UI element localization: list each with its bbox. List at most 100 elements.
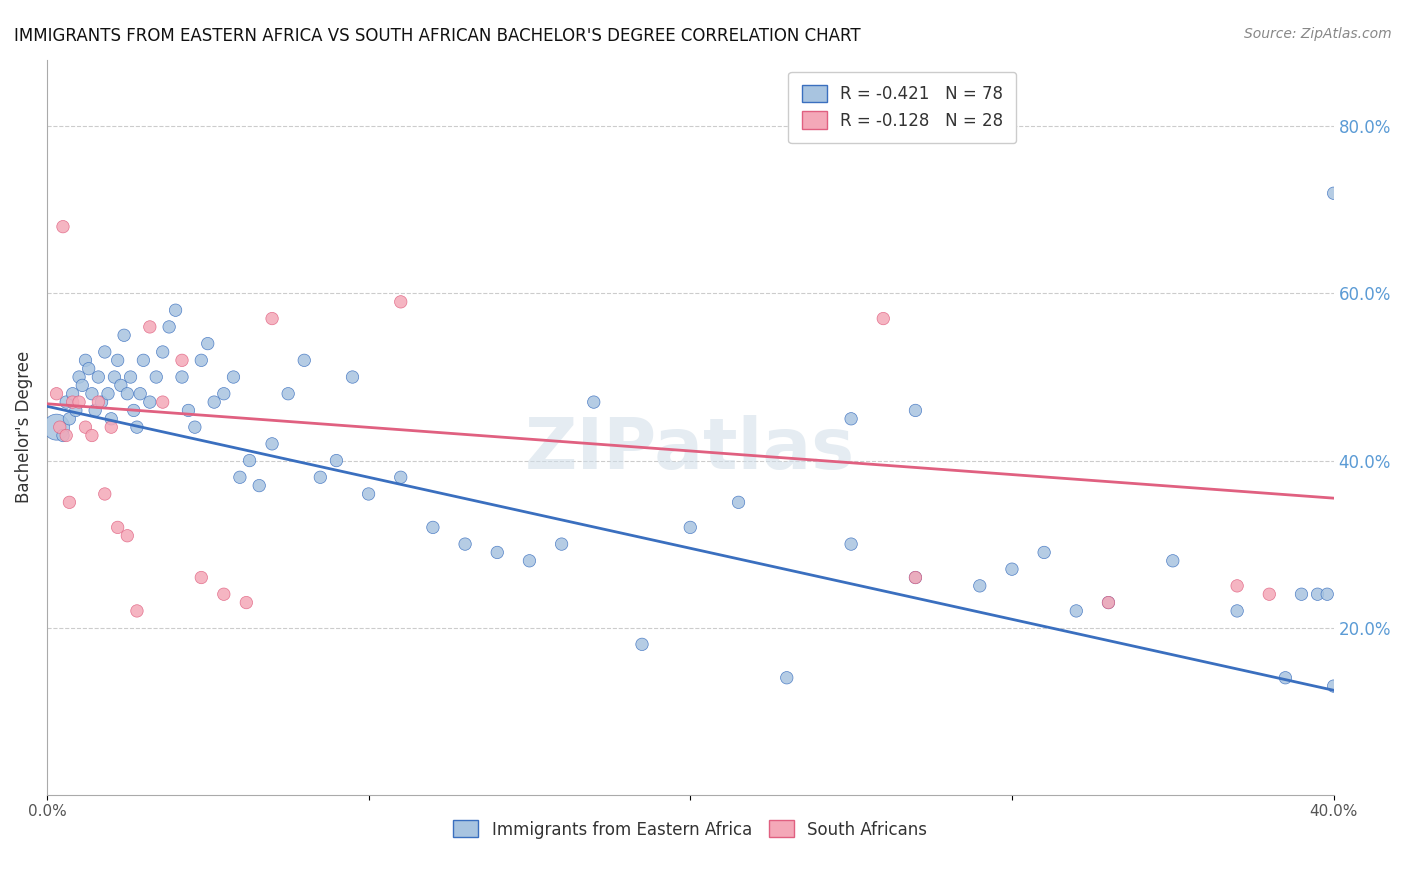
Point bbox=[277, 386, 299, 401]
Point bbox=[129, 386, 152, 401]
Point bbox=[1161, 554, 1184, 568]
Point bbox=[67, 370, 90, 384]
Point bbox=[486, 545, 509, 559]
Text: Source: ZipAtlas.com: Source: ZipAtlas.com bbox=[1244, 27, 1392, 41]
Point bbox=[45, 386, 67, 401]
Point bbox=[197, 336, 219, 351]
Point bbox=[292, 353, 315, 368]
Point bbox=[94, 487, 117, 501]
Point bbox=[103, 370, 125, 384]
Point bbox=[94, 345, 117, 359]
Point bbox=[58, 412, 80, 426]
Point bbox=[357, 487, 380, 501]
Point bbox=[170, 370, 193, 384]
Point bbox=[1033, 545, 1056, 559]
Point bbox=[84, 403, 107, 417]
Point bbox=[389, 470, 412, 484]
Point bbox=[631, 637, 654, 651]
Point bbox=[969, 579, 991, 593]
Point bbox=[190, 353, 212, 368]
Point bbox=[550, 537, 572, 551]
Point bbox=[117, 529, 139, 543]
Point bbox=[177, 403, 200, 417]
Point bbox=[75, 420, 97, 434]
Point bbox=[190, 570, 212, 584]
Point bbox=[97, 386, 120, 401]
Point bbox=[152, 345, 174, 359]
Point bbox=[107, 353, 129, 368]
Point bbox=[117, 386, 139, 401]
Point bbox=[65, 403, 87, 417]
Text: IMMIGRANTS FROM EASTERN AFRICA VS SOUTH AFRICAN BACHELOR'S DEGREE CORRELATION CH: IMMIGRANTS FROM EASTERN AFRICA VS SOUTH … bbox=[14, 27, 860, 45]
Point bbox=[212, 587, 235, 601]
Point bbox=[839, 537, 862, 551]
Point bbox=[125, 604, 148, 618]
Point bbox=[582, 395, 605, 409]
Point bbox=[342, 370, 364, 384]
Point bbox=[184, 420, 207, 434]
Point bbox=[1064, 604, 1087, 618]
Point bbox=[1274, 671, 1296, 685]
Point bbox=[262, 437, 284, 451]
Point bbox=[77, 361, 100, 376]
Point bbox=[152, 395, 174, 409]
Y-axis label: Bachelor's Degree: Bachelor's Degree bbox=[15, 351, 32, 503]
Point bbox=[1226, 579, 1249, 593]
Point bbox=[229, 470, 252, 484]
Point bbox=[776, 671, 799, 685]
Point bbox=[1001, 562, 1024, 576]
Point bbox=[107, 520, 129, 534]
Point bbox=[72, 378, 94, 392]
Point bbox=[904, 570, 927, 584]
Point bbox=[389, 294, 412, 309]
Point bbox=[1323, 186, 1346, 201]
Point bbox=[1316, 587, 1339, 601]
Point bbox=[679, 520, 702, 534]
Point bbox=[238, 453, 260, 467]
Point bbox=[309, 470, 332, 484]
Point bbox=[1291, 587, 1313, 601]
Point bbox=[839, 412, 862, 426]
Point bbox=[55, 395, 77, 409]
Point bbox=[52, 219, 75, 234]
Point bbox=[125, 420, 148, 434]
Point bbox=[1097, 596, 1119, 610]
Point bbox=[67, 395, 90, 409]
Point bbox=[202, 395, 225, 409]
Point bbox=[1323, 679, 1346, 693]
Point bbox=[235, 596, 257, 610]
Point bbox=[87, 395, 110, 409]
Point bbox=[165, 303, 187, 318]
Point bbox=[157, 319, 180, 334]
Point bbox=[1306, 587, 1329, 601]
Point bbox=[62, 395, 84, 409]
Point bbox=[1258, 587, 1281, 601]
Point bbox=[139, 319, 162, 334]
Point bbox=[145, 370, 167, 384]
Point bbox=[122, 403, 145, 417]
Point bbox=[90, 395, 112, 409]
Point bbox=[120, 370, 142, 384]
Point bbox=[58, 495, 80, 509]
Text: ZIPatlas: ZIPatlas bbox=[526, 415, 855, 483]
Point bbox=[100, 412, 122, 426]
Point bbox=[87, 370, 110, 384]
Point bbox=[422, 520, 444, 534]
Point bbox=[727, 495, 749, 509]
Point bbox=[80, 428, 103, 442]
Point bbox=[132, 353, 155, 368]
Legend: Immigrants from Eastern Africa, South Africans: Immigrants from Eastern Africa, South Af… bbox=[447, 814, 934, 846]
Point bbox=[75, 353, 97, 368]
Point bbox=[62, 386, 84, 401]
Point bbox=[45, 420, 67, 434]
Point bbox=[49, 420, 72, 434]
Point bbox=[519, 554, 541, 568]
Point bbox=[110, 378, 132, 392]
Point bbox=[112, 328, 135, 343]
Point bbox=[904, 403, 927, 417]
Point bbox=[139, 395, 162, 409]
Point bbox=[872, 311, 894, 326]
Point bbox=[170, 353, 193, 368]
Point bbox=[55, 428, 77, 442]
Point bbox=[904, 570, 927, 584]
